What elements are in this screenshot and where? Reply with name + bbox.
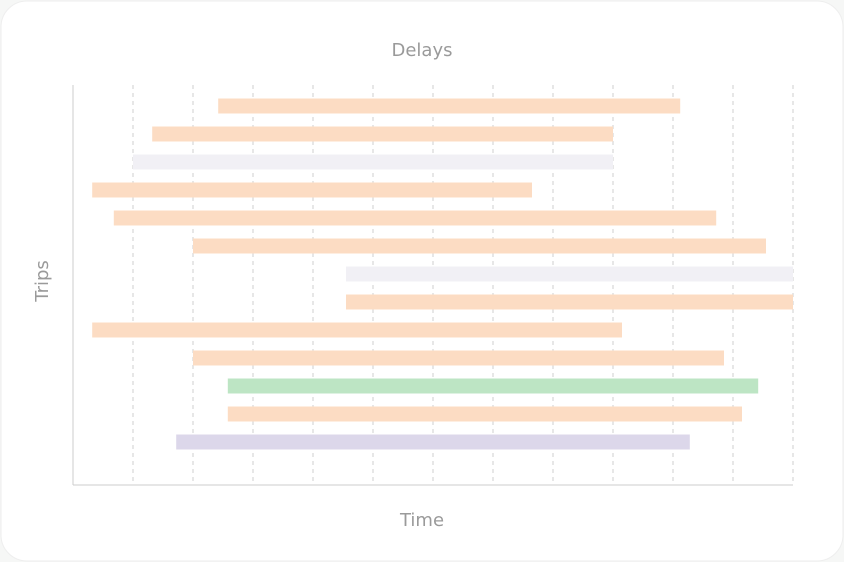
bar bbox=[176, 434, 690, 450]
bar bbox=[133, 154, 613, 170]
bar bbox=[218, 98, 681, 114]
bar bbox=[346, 266, 793, 282]
y-axis-label: Trips bbox=[32, 260, 53, 303]
bar bbox=[193, 238, 766, 254]
bar bbox=[152, 126, 613, 142]
bar bbox=[92, 182, 532, 198]
chart-title: Delays bbox=[392, 40, 453, 61]
bar bbox=[92, 322, 622, 338]
bar bbox=[113, 210, 717, 226]
bar bbox=[346, 294, 793, 310]
bar bbox=[227, 378, 759, 394]
x-axis-label: Time bbox=[399, 510, 444, 531]
bar bbox=[193, 350, 724, 366]
bar bbox=[227, 406, 743, 422]
